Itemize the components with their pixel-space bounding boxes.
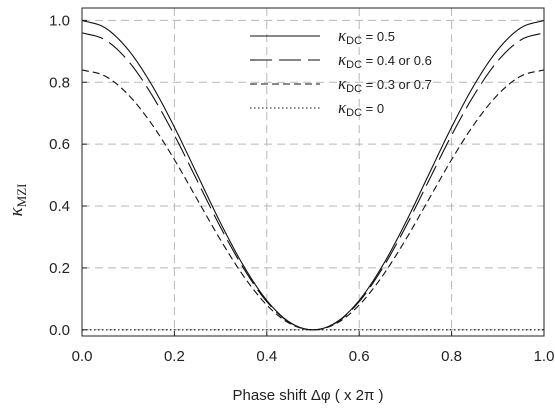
series-line <box>81 69 545 331</box>
y-axis-ticks: 0.0 0.2 0.4 0.6 0.8 1.0 <box>49 12 87 339</box>
legend-kappa: κ <box>338 50 347 69</box>
y-axis-label: κMZI <box>6 184 29 217</box>
legend-entry: κDC = 0.4 or 0.6 <box>338 50 432 71</box>
legend-value: = 0.3 or 0.7 <box>362 77 432 92</box>
y-tick-label: 0.4 <box>49 198 70 215</box>
legend-subscript: DC <box>346 59 362 71</box>
y-tick-label: 1.0 <box>49 12 70 29</box>
x-tick-label: 0.2 <box>164 348 185 365</box>
legend-entry: κDC = 0.5 <box>338 26 395 47</box>
legend-kappa: κ <box>338 98 347 117</box>
x-axis-ticks: 0.0 0.2 0.4 0.6 0.8 1.0 <box>72 331 555 365</box>
x-tick-label: 0.8 <box>441 348 462 365</box>
x-tick-label: 0.6 <box>349 348 370 365</box>
legend-kappa: κ <box>338 26 347 45</box>
legend-subscript: DC <box>346 35 362 47</box>
y-axis-label-sub: MZI <box>14 184 29 208</box>
legend-value: = 0.4 or 0.6 <box>362 53 432 68</box>
legend-entry: κDC = 0.3 or 0.7 <box>338 74 432 95</box>
y-axis-label-main: κ <box>6 206 27 216</box>
grid <box>81 8 545 336</box>
x-tick-label: 0.0 <box>72 348 93 365</box>
series-line <box>81 19 545 331</box>
x-tick-label: 1.0 <box>534 348 555 365</box>
x-tick-label: 0.4 <box>256 348 277 365</box>
y-tick-label: 0.0 <box>49 322 70 339</box>
y-tick-label: 0.6 <box>49 136 70 153</box>
legend-subscript: DC <box>346 83 362 95</box>
series-layer <box>81 19 545 331</box>
legend-value: = 0 <box>362 101 384 116</box>
x-axis-label: Phase shift Δφ ( x 2π ) <box>233 387 384 404</box>
legend-subscript: DC <box>346 107 362 119</box>
legend-value: = 0.5 <box>362 29 395 44</box>
y-tick-label: 0.2 <box>49 260 70 277</box>
legend-kappa: κ <box>338 74 347 93</box>
series-line <box>81 32 545 331</box>
plot-frame <box>81 7 545 337</box>
legend-entry: κDC = 0 <box>338 98 384 119</box>
y-tick-label: 0.8 <box>49 74 70 91</box>
